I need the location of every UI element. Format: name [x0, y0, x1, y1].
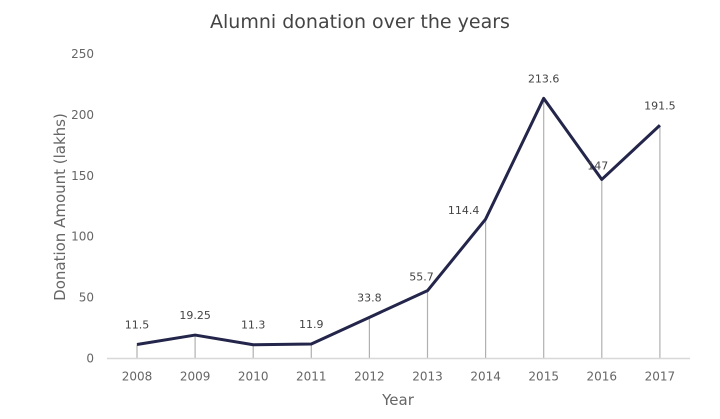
y-tick-label: 250 — [71, 47, 94, 61]
data-label: 11.5 — [125, 318, 150, 331]
x-tick-label: 2014 — [470, 370, 501, 384]
data-label: 147 — [587, 159, 608, 172]
data-label: 191.5 — [644, 99, 676, 112]
y-tick-label: 100 — [71, 230, 94, 244]
x-axis-label: Year — [381, 391, 415, 409]
y-tick-label: 0 — [86, 352, 94, 366]
chart-title: Alumni donation over the years — [210, 11, 510, 33]
data-label: 114.4 — [448, 204, 480, 217]
y-axis-label: Donation Amount (lakhs) — [51, 113, 69, 301]
x-tick-label: 2013 — [412, 370, 443, 384]
x-tick-label: 2011 — [296, 370, 327, 384]
series-line — [136, 96, 661, 347]
data-label: 33.8 — [357, 291, 382, 304]
x-tick-label: 2012 — [354, 370, 385, 384]
y-tick-label: 200 — [71, 108, 94, 122]
x-tick-label: 2010 — [238, 370, 269, 384]
data-label: 11.9 — [299, 318, 324, 331]
data-label: 19.25 — [179, 309, 211, 322]
data-label: 213.6 — [528, 72, 560, 85]
x-tick-label: 2008 — [122, 370, 153, 384]
x-tick-label: 2017 — [645, 370, 676, 384]
data-label: 55.7 — [409, 271, 434, 284]
data-label: 11.3 — [241, 319, 266, 332]
x-tick-label: 2009 — [180, 370, 211, 384]
x-tick-label: 2016 — [587, 370, 618, 384]
y-tick-label: 50 — [79, 291, 94, 305]
y-tick-label: 150 — [71, 169, 94, 183]
x-tick-label: 2015 — [528, 370, 559, 384]
